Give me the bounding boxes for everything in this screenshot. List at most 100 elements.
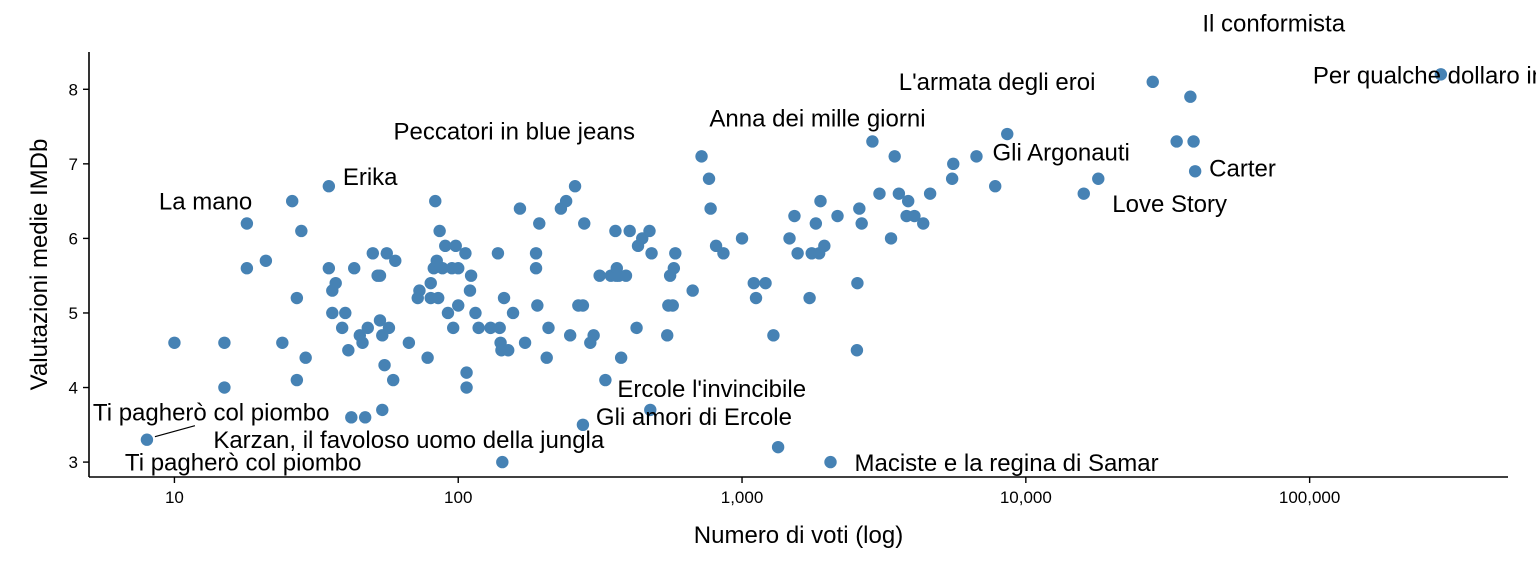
- point-label: Ti pagherò col piombo: [93, 400, 330, 427]
- data-point: [276, 336, 289, 349]
- data-point: [452, 299, 465, 312]
- data-point: [322, 262, 336, 275]
- data-point: [339, 306, 352, 320]
- data-point: [686, 284, 699, 297]
- data-point: [493, 321, 506, 335]
- data-point: [568, 180, 582, 193]
- data-point: [345, 411, 358, 424]
- data-point: [623, 224, 636, 238]
- data-point: [667, 262, 681, 275]
- data-point: [356, 336, 369, 349]
- data-point: [335, 321, 349, 335]
- point-label: Gli amori di Ercole: [596, 404, 792, 431]
- data-point: [908, 209, 921, 223]
- data-point: [484, 321, 497, 335]
- data-point: [491, 247, 505, 260]
- data-point: [824, 455, 837, 469]
- data-point: [614, 351, 628, 364]
- data-point: [432, 291, 445, 305]
- point-labels: Per qualche dollaro in più L'armata degli…: [93, 11, 1536, 477]
- data-point: [290, 373, 304, 387]
- y-tick-label: 3: [69, 453, 78, 472]
- point-label: Karzan, il favoloso uomo della jungla: [213, 427, 605, 454]
- data-point: [376, 403, 389, 417]
- point-label: Peccatori in blue jeans: [394, 118, 635, 145]
- data-point: [469, 306, 482, 320]
- data-point: [576, 418, 590, 432]
- data-point: [295, 224, 308, 238]
- points-layer: [140, 68, 1448, 469]
- label-leaders: [154, 425, 196, 438]
- data-point: [1184, 90, 1197, 103]
- data-point: [851, 276, 864, 290]
- x-tick-label: 100,000: [1279, 488, 1340, 507]
- data-point: [531, 299, 544, 312]
- y-tick-label: 7: [69, 155, 78, 174]
- data-point: [361, 321, 374, 335]
- point-label: Il conformista: [1202, 11, 1345, 38]
- data-point: [402, 336, 416, 349]
- data-point: [540, 351, 553, 364]
- data-point: [518, 336, 532, 349]
- data-point: [382, 321, 396, 335]
- y-tick-label: 5: [69, 304, 78, 323]
- data-point: [767, 329, 780, 342]
- data-point: [449, 239, 462, 253]
- axes: 3 4 5 6 7 8 10 100 1,000 10,000 100,000: [69, 52, 1508, 507]
- point-label: Ercole l'invincibile: [617, 376, 806, 403]
- data-point: [389, 254, 402, 267]
- data-point: [619, 269, 633, 282]
- data-point: [850, 344, 864, 357]
- data-point: [803, 291, 816, 305]
- data-point: [1170, 135, 1183, 148]
- data-point: [259, 254, 273, 267]
- data-point: [441, 306, 455, 320]
- data-point: [1077, 187, 1090, 200]
- data-point: [380, 247, 393, 260]
- data-point: [576, 299, 590, 312]
- point-label: Erika: [343, 164, 398, 191]
- data-point: [901, 194, 915, 208]
- data-point: [218, 381, 231, 394]
- data-point: [892, 187, 906, 200]
- data-point: [464, 269, 478, 282]
- data-point: [513, 202, 527, 215]
- point-label: Per qualche dollaro in più: [1313, 62, 1536, 89]
- data-point: [140, 433, 154, 446]
- point-label: Maciste e la regina di Samar: [855, 450, 1159, 477]
- data-point: [373, 314, 387, 327]
- data-point: [578, 217, 591, 230]
- data-point: [666, 299, 679, 312]
- data-point: [459, 247, 472, 260]
- data-point: [326, 306, 339, 320]
- data-point: [497, 291, 511, 305]
- data-point: [421, 351, 434, 364]
- data-point: [452, 262, 465, 275]
- data-point: [645, 247, 658, 260]
- data-point: [661, 329, 674, 342]
- x-tick-label: 10,000: [1000, 488, 1052, 507]
- data-point: [542, 321, 555, 335]
- point-label: Love Story: [1112, 191, 1227, 218]
- data-point: [735, 232, 749, 245]
- data-point: [460, 381, 473, 394]
- x-tick-label: 1,000: [721, 488, 764, 507]
- data-point: [884, 232, 898, 245]
- data-point: [970, 150, 983, 163]
- point-label: L'armata degli eroi: [899, 69, 1096, 96]
- point-label: Gli Argonauti: [992, 139, 1129, 166]
- x-tick-label: 100: [444, 488, 472, 507]
- data-point: [630, 321, 643, 335]
- data-point: [329, 276, 342, 290]
- point-label: La mano: [159, 188, 252, 215]
- x-axis-title: Numero di voti (log): [694, 522, 903, 549]
- y-axis-title: Valutazioni medie IMDb: [26, 139, 53, 391]
- data-point: [348, 262, 361, 275]
- data-point: [436, 262, 449, 275]
- data-point: [424, 276, 437, 290]
- data-point: [791, 247, 804, 260]
- data-point: [439, 239, 452, 253]
- point-label: Ti pagherò col piombo: [125, 450, 362, 477]
- data-point: [429, 194, 442, 208]
